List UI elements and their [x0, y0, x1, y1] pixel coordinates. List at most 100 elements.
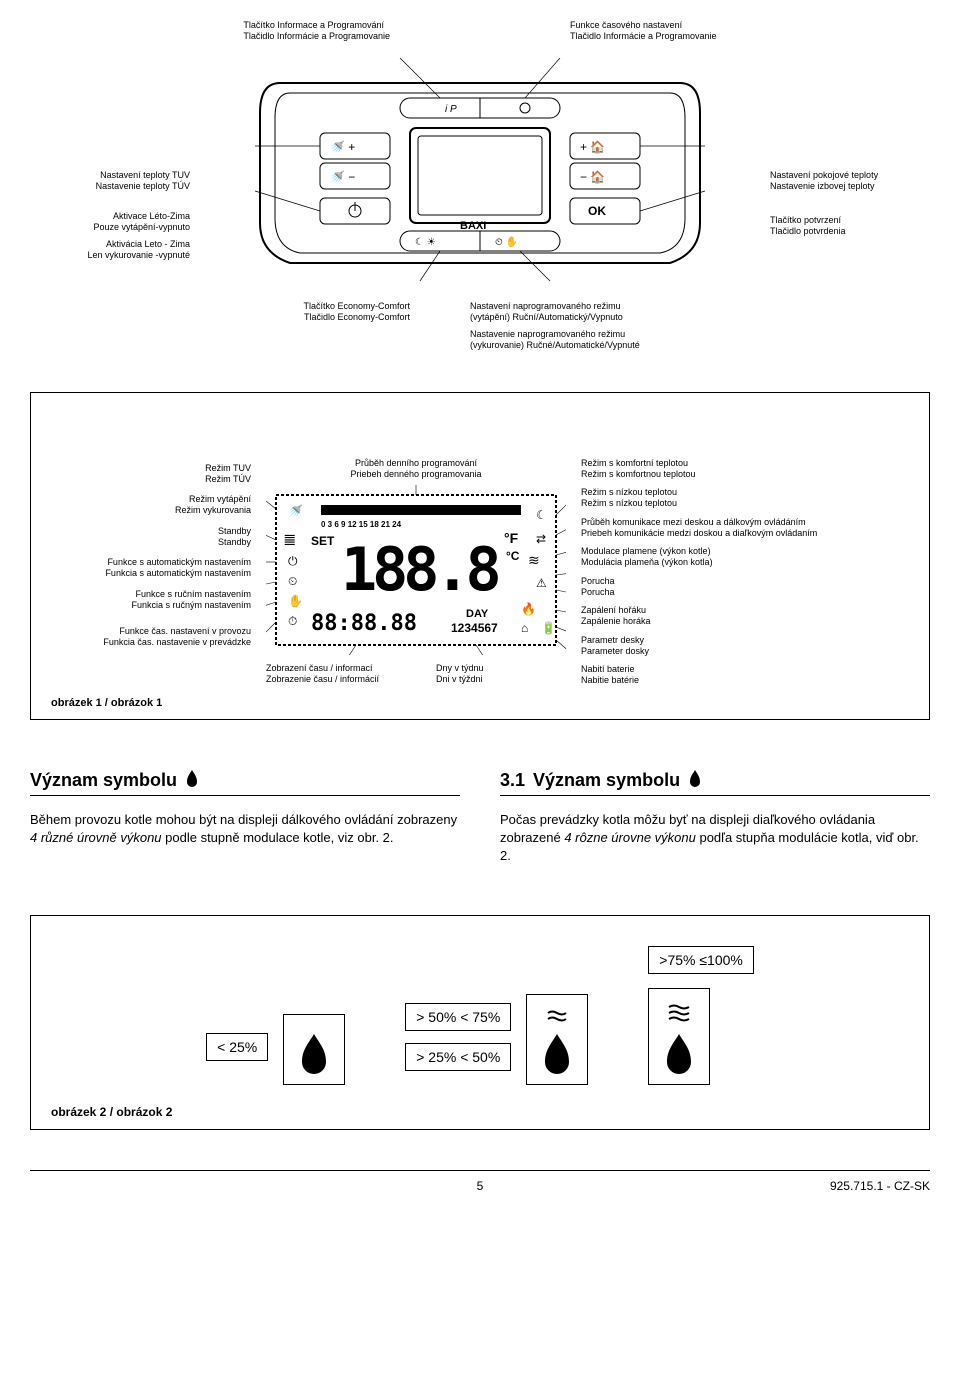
svg-text:🔋: 🔋: [541, 621, 556, 635]
text: Tlačidlo Informácie a Programovanie: [570, 31, 717, 42]
text: Režim s komfortní teplotou: [581, 458, 909, 469]
text: Zobrazení času / informací: [266, 663, 396, 674]
svg-text:⌂: ⌂: [521, 621, 528, 635]
flame-icon: [680, 770, 702, 791]
svg-text:0 3 6 9 12 15 18: 0 3 6 9 12 15 18 21 24: [321, 520, 402, 529]
text: Priebeh komunikácie medzi doskou a diaľk…: [581, 528, 909, 539]
annot-info-prog: Tlačítko Informace a Programování Tlačid…: [243, 20, 390, 43]
text: Režim s nízkou teplotou: [581, 498, 909, 509]
figure2-caption: obrázek 2 / obrázok 2: [51, 1105, 909, 1119]
svg-text:+ 🏠: + 🏠: [580, 140, 605, 154]
svg-text:⏲: ⏲: [288, 574, 297, 588]
svg-text:SET: SET: [311, 534, 335, 548]
text: Funkcia čas. nastavenie v prevádzke: [51, 637, 251, 648]
svg-text:188.8: 188.8: [341, 535, 498, 605]
text: Dni v týždni: [436, 674, 566, 685]
flame-level-3: [648, 988, 710, 1085]
text: Tlačidlo Economy-Comfort: [230, 312, 410, 323]
text: Nastavení naprogramovaného režimu: [470, 301, 730, 312]
section-heading-cz: Význam symbolu: [30, 770, 460, 796]
text: Režim TUV: [51, 463, 251, 474]
text: Standby: [51, 526, 251, 537]
lcd-screen-svg: 0 3 6 9 12 15 18 21 24 🚿 𝍤 ⏻ ⏲ ✋ ⏱ SET 1…: [266, 485, 566, 655]
svg-text:OK: OK: [588, 204, 606, 218]
pct-25-50: > 25% < 50%: [405, 1043, 511, 1071]
text: Parametr desky: [581, 635, 909, 646]
text: Funkcia s automatickým nastavením: [51, 568, 251, 579]
text: Funkce časového nastavení: [570, 20, 717, 31]
text: Režim vytápění: [51, 494, 251, 505]
page-number: 5: [477, 1179, 484, 1193]
text: Porucha: [581, 576, 909, 587]
text: Standby: [51, 537, 251, 548]
lcd-left-annotations: Režim TUVRežim TÚV Režim vytápěníRežim v…: [51, 458, 251, 687]
text: Zapálenie horáka: [581, 616, 909, 627]
svg-text:⏱: ⏱: [288, 614, 297, 628]
doc-code: 925.715.1 - CZ-SK: [830, 1179, 930, 1193]
svg-text:°F: °F: [504, 530, 519, 546]
text: 4 různé úrovně výkonu: [30, 830, 162, 845]
text: Režim s komfortnou teplotou: [581, 469, 909, 480]
svg-text:88:88.88: 88:88.88: [311, 611, 417, 636]
svg-text:°C: °C: [506, 549, 520, 563]
text: Režim s nízkou teplotou: [581, 487, 909, 498]
heading-text: Význam symbolu: [533, 770, 680, 791]
annot-economy-comfort: Tlačítko Economy-Comfort Tlačidlo Econom…: [230, 301, 410, 352]
svg-text:1234567: 1234567: [451, 621, 498, 635]
text: Funkce čas. nastavení v provozu: [51, 626, 251, 637]
svg-text:🚿 −: 🚿 −: [330, 170, 355, 184]
pct-50-75: > 50% < 75%: [405, 1003, 511, 1031]
text: (vytápění) Ruční/Automatický/Vypnuto: [470, 312, 730, 323]
text: Nabitie batérie: [581, 675, 909, 686]
text: Porucha: [581, 587, 909, 598]
svg-text:− 🏠: − 🏠: [580, 170, 605, 184]
text: Tlačítko Informace a Programování: [243, 20, 390, 31]
figure1-upper: Tlačítko Informace a Programování Tlačid…: [30, 20, 930, 352]
svg-text:✋: ✋: [288, 594, 303, 608]
pct-75-100: >75% ≤100%: [648, 946, 754, 974]
annot-time-display: Zobrazení času / informací Zobrazenie ča…: [266, 663, 396, 686]
section-3-1: Význam symbolu Během provozu kotle mohou…: [30, 770, 930, 866]
svg-text:🚿: 🚿: [288, 504, 303, 518]
figure1-caption: obrázek 1 / obrázok 1: [51, 697, 909, 709]
svg-text:⏲ ✋: ⏲ ✋: [495, 235, 518, 248]
pct-25: < 25%: [206, 1033, 268, 1061]
svg-text:BAXI: BAXI: [460, 220, 486, 232]
annot-programmed-mode: Nastavení naprogramovaného režimu (vytáp…: [470, 301, 730, 352]
figure1-lcd-border: Režim TUVRežim TÚV Režim vytápěníRežim v…: [30, 392, 930, 720]
page-footer: 5 925.715.1 - CZ-SK: [30, 1170, 930, 1193]
lcd-center: Průběh denního programování Priebeh denn…: [266, 458, 566, 687]
lcd-right-annotations: Režim s komfortní teplotouRežim s komfor…: [581, 458, 909, 687]
annot-time-func: Funkce časového nastavení Tlačidlo Infor…: [570, 20, 717, 43]
flame-level-1: [283, 1014, 345, 1085]
svg-text:🔥: 🔥: [521, 602, 536, 616]
svg-text:i P: i P: [445, 104, 457, 115]
flame-icon: [177, 770, 199, 791]
text: Tlačidlo Informácie a Programovanie: [243, 31, 390, 42]
annot-days-week: Dny v týdnu Dni v týždni: [436, 663, 566, 686]
text: Režim vykurovania: [51, 505, 251, 516]
text: Funkce s ručním nastavením: [51, 589, 251, 600]
text: podle stupně modulace kotle, viz obr. 2.: [162, 830, 394, 845]
text: Parameter dosky: [581, 646, 909, 657]
svg-text:⏻: ⏻: [288, 554, 298, 568]
text: Priebeh denného programovania: [266, 469, 566, 480]
svg-text:⚠: ⚠: [536, 576, 547, 590]
svg-text:🚿 +: 🚿 +: [330, 140, 355, 154]
text: (vykurovanie) Ručné/Automatické/Vypnuté: [470, 340, 730, 351]
section-number: 3.1: [500, 770, 525, 791]
text: Funkce s automatickým nastavením: [51, 557, 251, 568]
section-heading-sk: 3.1 Význam symbolu: [500, 770, 930, 796]
svg-text:≋: ≋: [528, 552, 540, 568]
text: Během provozu kotle mohou být na displej…: [30, 812, 457, 827]
text: Zobrazenie času / informácií: [266, 674, 396, 685]
device-illustration: i P 🚿 + 🚿 − + 🏠 − 🏠: [30, 53, 930, 286]
text: Funkcia s ručným nastavením: [51, 600, 251, 611]
body-cz: Během provozu kotle mohou být na displej…: [30, 811, 460, 847]
text: Průběh komunikace mezi deskou a dálkovým…: [581, 517, 909, 528]
svg-text:☾ ☀: ☾ ☀: [415, 237, 436, 248]
text: Modulace plamene (výkon kotle): [581, 546, 909, 557]
svg-text:☾: ☾: [536, 508, 547, 522]
svg-text:DAY: DAY: [466, 608, 489, 620]
text: Průběh denního programování: [266, 458, 566, 469]
